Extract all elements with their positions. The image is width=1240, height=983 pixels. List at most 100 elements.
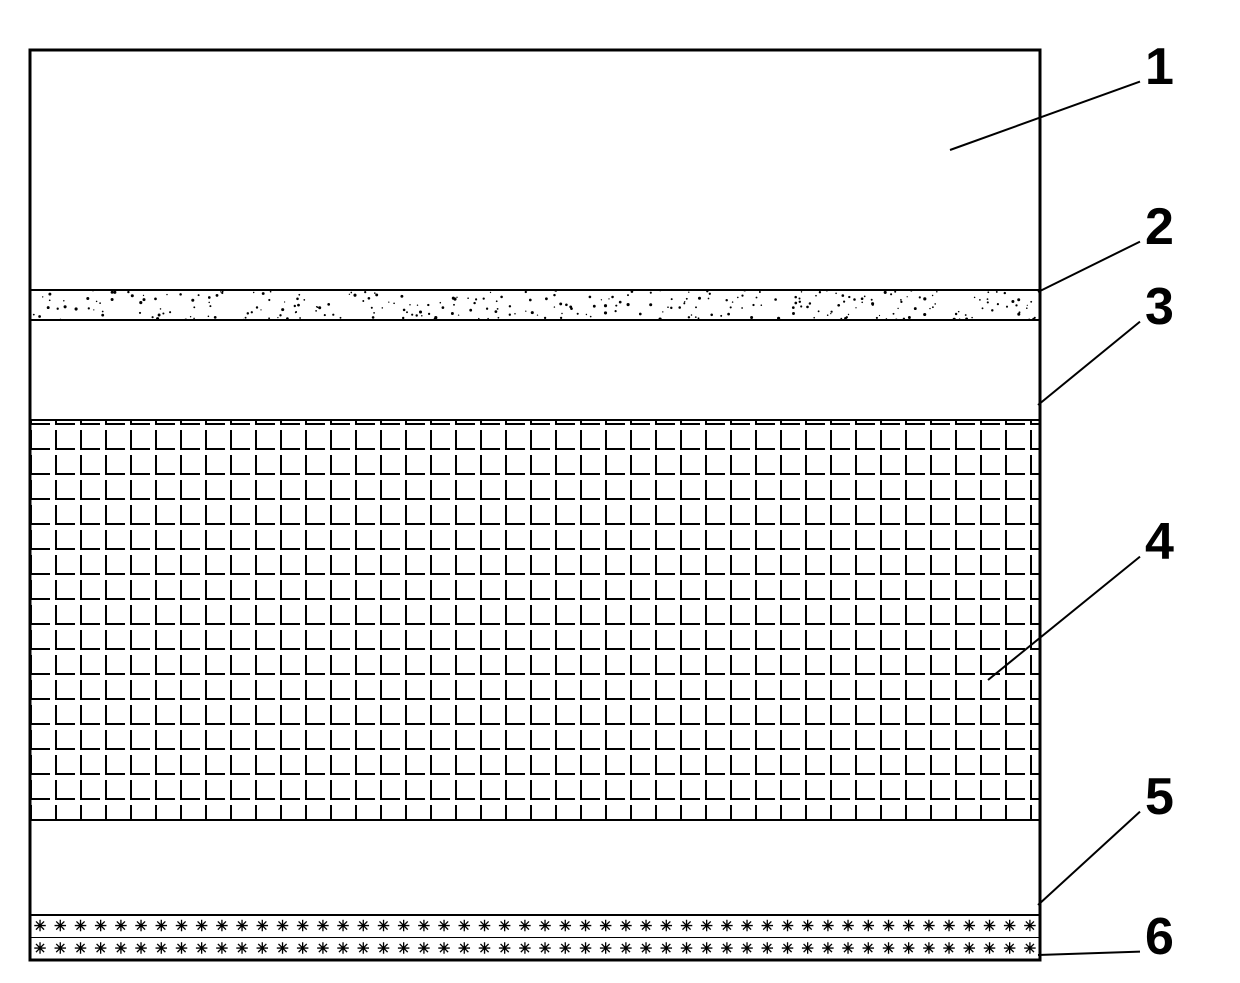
svg-text:✳: ✳ (660, 918, 673, 935)
svg-text:✳: ✳ (397, 940, 410, 957)
svg-text:✳: ✳ (397, 918, 410, 935)
svg-text:✳: ✳ (680, 918, 693, 935)
leader-line-2 (1038, 242, 1140, 292)
svg-text:✳: ✳ (337, 940, 350, 957)
svg-text:✳: ✳ (599, 918, 612, 935)
svg-text:✳: ✳ (256, 940, 269, 957)
svg-text:✳: ✳ (357, 918, 370, 935)
svg-text:✳: ✳ (721, 918, 734, 935)
svg-text:✳: ✳ (256, 918, 269, 935)
svg-text:✳: ✳ (357, 940, 370, 957)
svg-text:✳: ✳ (559, 940, 572, 957)
svg-text:✳: ✳ (923, 940, 936, 957)
svg-text:✳: ✳ (943, 940, 956, 957)
svg-text:✳: ✳ (902, 940, 915, 957)
svg-text:✳: ✳ (599, 940, 612, 957)
svg-text:✳: ✳ (902, 918, 915, 935)
svg-text:✳: ✳ (1003, 918, 1016, 935)
svg-text:✳: ✳ (276, 918, 289, 935)
label-1: 1 (1145, 38, 1174, 96)
svg-text:✳: ✳ (175, 918, 188, 935)
svg-text:✳: ✳ (539, 940, 552, 957)
label-5: 5 (1145, 768, 1174, 826)
svg-text:✳: ✳ (498, 940, 511, 957)
svg-text:✳: ✳ (721, 940, 734, 957)
svg-text:✳: ✳ (963, 940, 976, 957)
svg-text:✳: ✳ (781, 940, 794, 957)
svg-text:✳: ✳ (923, 918, 936, 935)
svg-text:✳: ✳ (579, 918, 592, 935)
svg-text:✳: ✳ (1024, 918, 1037, 935)
svg-text:✳: ✳ (418, 918, 431, 935)
svg-text:✳: ✳ (317, 918, 330, 935)
svg-text:✳: ✳ (296, 940, 309, 957)
svg-text:✳: ✳ (478, 918, 491, 935)
svg-text:✳: ✳ (377, 918, 390, 935)
svg-text:✳: ✳ (94, 918, 107, 935)
svg-text:✳: ✳ (842, 918, 855, 935)
svg-text:✳: ✳ (34, 940, 47, 957)
svg-text:✳: ✳ (458, 918, 471, 935)
svg-text:✳: ✳ (135, 940, 148, 957)
svg-text:✳: ✳ (620, 918, 633, 935)
svg-text:✳: ✳ (761, 940, 774, 957)
svg-text:✳: ✳ (74, 918, 87, 935)
svg-text:✳: ✳ (155, 918, 168, 935)
svg-text:✳: ✳ (801, 940, 814, 957)
svg-text:✳: ✳ (317, 940, 330, 957)
svg-text:✳: ✳ (842, 940, 855, 957)
svg-text:✳: ✳ (216, 918, 229, 935)
leader-line-3 (1038, 322, 1140, 405)
svg-text:✳: ✳ (54, 940, 67, 957)
label-6: 6 (1145, 908, 1174, 966)
svg-text:✳: ✳ (741, 940, 754, 957)
label-2: 2 (1145, 198, 1174, 256)
svg-text:✳: ✳ (539, 918, 552, 935)
svg-text:✳: ✳ (822, 918, 835, 935)
svg-text:✳: ✳ (943, 918, 956, 935)
svg-text:✳: ✳ (216, 940, 229, 957)
svg-text:✳: ✳ (559, 918, 572, 935)
svg-text:✳: ✳ (115, 940, 128, 957)
diagram-svg: ✳ ✳ ✳ ✳ ✳ ✳ ✳ ✳ ✳ ✳ ✳ ✳ ✳ ✳ ✳ ✳ ✳ ✳ ✳ ✳ ✳ ✳ ✳ ✳ ✳ ✳ ✳ ✳ ✳ ✳ ✳ ✳ ✳ ✳ ✳ ✳ ✳ ✳ ✳ ✳… (0, 0, 1240, 978)
svg-text:✳: ✳ (337, 918, 350, 935)
svg-text:✳: ✳ (276, 940, 289, 957)
svg-text:✳: ✳ (438, 918, 451, 935)
layer-5 (30, 820, 1040, 915)
svg-text:✳: ✳ (34, 918, 47, 935)
svg-text:✳: ✳ (296, 918, 309, 935)
svg-text:✳: ✳ (579, 940, 592, 957)
layer-4-pattern (30, 420, 1040, 820)
svg-text:✳: ✳ (822, 940, 835, 957)
svg-text:✳: ✳ (660, 940, 673, 957)
svg-text:✳: ✳ (882, 918, 895, 935)
layer-1 (30, 50, 1040, 290)
label-4: 4 (1145, 513, 1174, 571)
svg-text:✳: ✳ (236, 918, 249, 935)
svg-text:✳: ✳ (519, 918, 532, 935)
svg-text:✳: ✳ (620, 940, 633, 957)
svg-text:✳: ✳ (236, 940, 249, 957)
svg-text:✳: ✳ (983, 918, 996, 935)
svg-text:✳: ✳ (781, 918, 794, 935)
svg-text:✳: ✳ (862, 918, 875, 935)
layer-3 (30, 320, 1040, 420)
svg-text:✳: ✳ (418, 940, 431, 957)
svg-text:✳: ✳ (761, 918, 774, 935)
svg-text:✳: ✳ (801, 918, 814, 935)
leader-line-5 (1038, 812, 1140, 905)
svg-text:✳: ✳ (741, 918, 754, 935)
svg-text:✳: ✳ (175, 940, 188, 957)
label-3: 3 (1145, 278, 1174, 336)
svg-text:✳: ✳ (519, 940, 532, 957)
svg-text:✳: ✳ (700, 940, 713, 957)
svg-text:✳: ✳ (135, 918, 148, 935)
svg-text:✳: ✳ (700, 918, 713, 935)
svg-text:✳: ✳ (680, 940, 693, 957)
svg-text:✳: ✳ (498, 918, 511, 935)
svg-text:✳: ✳ (1024, 940, 1037, 957)
svg-text:✳: ✳ (640, 940, 653, 957)
svg-text:✳: ✳ (983, 940, 996, 957)
svg-text:✳: ✳ (862, 940, 875, 957)
svg-text:✳: ✳ (478, 940, 491, 957)
